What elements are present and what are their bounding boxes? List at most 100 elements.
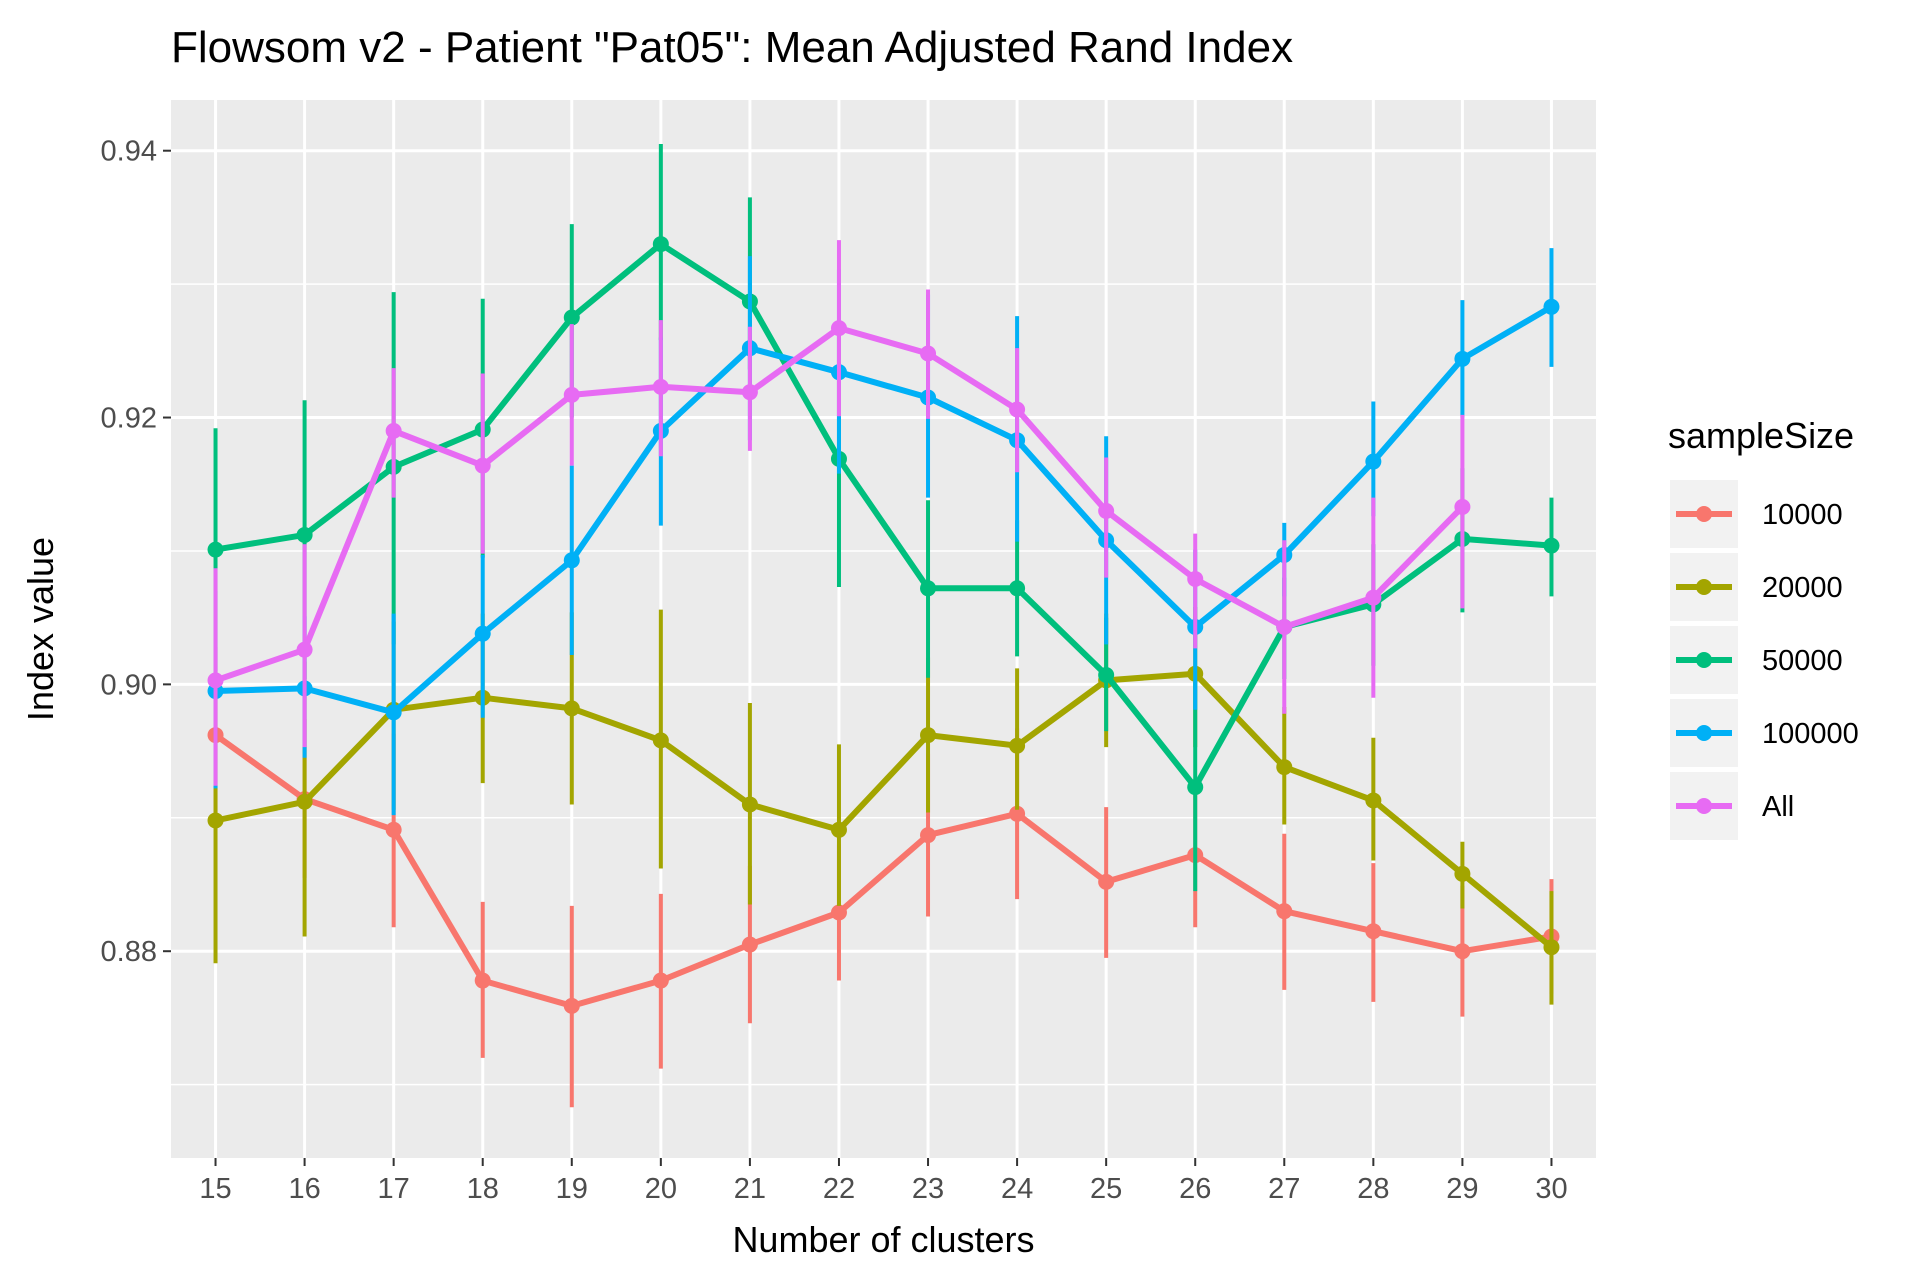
legend-label: All bbox=[1762, 791, 1794, 823]
data-point bbox=[1187, 570, 1204, 587]
series-line bbox=[213, 732, 1552, 1009]
data-point bbox=[1454, 943, 1471, 960]
legend-item-50000: 50000 bbox=[1670, 626, 1843, 694]
data-point bbox=[1365, 589, 1382, 606]
x-tick-label: 28 bbox=[1357, 1173, 1389, 1205]
data-point bbox=[920, 345, 937, 362]
y-tick-label: 0.94 bbox=[101, 136, 157, 168]
data-point bbox=[1009, 580, 1026, 597]
chart-title: Flowsom v2 - Patient "Pat05": Mean Adjus… bbox=[171, 23, 1293, 72]
data-point bbox=[563, 997, 580, 1014]
data-point bbox=[920, 727, 937, 744]
data-point bbox=[563, 386, 580, 403]
legend-label: 20000 bbox=[1762, 572, 1843, 604]
data-point bbox=[830, 320, 847, 337]
data-point bbox=[1098, 667, 1115, 684]
data-point bbox=[385, 704, 402, 721]
data-point bbox=[1365, 923, 1382, 940]
x-tick-label: 25 bbox=[1090, 1173, 1122, 1205]
x-tick-label: 19 bbox=[556, 1173, 588, 1205]
legend-key-point bbox=[1696, 579, 1712, 595]
data-point bbox=[296, 641, 313, 658]
data-point bbox=[474, 457, 491, 474]
data-point bbox=[563, 309, 580, 326]
data-point bbox=[1098, 502, 1115, 519]
plot-panel bbox=[171, 100, 1596, 1158]
x-tick-label: 20 bbox=[645, 1173, 677, 1205]
data-point bbox=[563, 552, 580, 569]
data-point bbox=[385, 821, 402, 838]
x-tick-label: 29 bbox=[1446, 1173, 1478, 1205]
data-point bbox=[1276, 759, 1293, 776]
data-point bbox=[1543, 298, 1560, 315]
data-point bbox=[830, 904, 847, 921]
data-point bbox=[652, 732, 669, 749]
x-tick-label: 21 bbox=[734, 1173, 766, 1205]
y-axis: 0.88 0.90 0.92 0.94 bbox=[101, 136, 171, 968]
data-point bbox=[1365, 453, 1382, 470]
data-point bbox=[1454, 498, 1471, 515]
x-tick-label: 26 bbox=[1179, 1173, 1211, 1205]
series-layer bbox=[207, 144, 1560, 1108]
data-point bbox=[207, 672, 224, 689]
data-point bbox=[741, 384, 758, 401]
y-tick-label: 0.88 bbox=[101, 936, 157, 968]
data-point bbox=[1098, 873, 1115, 890]
legend-key-point bbox=[1696, 725, 1712, 741]
legend-item-20000: 20000 bbox=[1670, 553, 1843, 621]
legend-key-point bbox=[1696, 506, 1712, 522]
data-point bbox=[1009, 401, 1026, 418]
y-tick-label: 0.92 bbox=[101, 403, 157, 435]
x-tick-label: 16 bbox=[288, 1173, 320, 1205]
y-axis-title: Index value bbox=[20, 537, 61, 721]
legend-label: 10000 bbox=[1762, 499, 1843, 531]
legend-item-10000: 10000 bbox=[1670, 480, 1843, 548]
data-point bbox=[296, 793, 313, 810]
data-point bbox=[1454, 350, 1471, 367]
x-tick-label: 22 bbox=[823, 1173, 855, 1205]
legend-key-point bbox=[1696, 798, 1712, 814]
legend-label: 100000 bbox=[1762, 718, 1859, 750]
legend-title: sampleSize bbox=[1668, 415, 1854, 456]
x-tick-label: 18 bbox=[467, 1173, 499, 1205]
data-point bbox=[1365, 792, 1382, 809]
data-point bbox=[652, 236, 669, 253]
data-point bbox=[1543, 939, 1560, 956]
data-point bbox=[920, 580, 937, 597]
x-tick-label: 23 bbox=[912, 1173, 944, 1205]
data-point bbox=[563, 700, 580, 717]
y-tick-label: 0.90 bbox=[101, 669, 157, 701]
series-All bbox=[207, 240, 1471, 786]
x-tick-label: 15 bbox=[199, 1173, 231, 1205]
x-tick-label: 27 bbox=[1268, 1173, 1300, 1205]
data-point bbox=[207, 812, 224, 829]
data-point bbox=[474, 972, 491, 989]
data-point bbox=[1009, 737, 1026, 754]
x-tick-label: 30 bbox=[1535, 1173, 1567, 1205]
data-point bbox=[1009, 805, 1026, 822]
data-point bbox=[385, 422, 402, 439]
legend-item-100000: 100000 bbox=[1670, 699, 1859, 767]
data-point bbox=[1187, 779, 1204, 796]
data-point bbox=[1454, 865, 1471, 882]
x-tick-label: 24 bbox=[1001, 1173, 1033, 1205]
data-point bbox=[1276, 618, 1293, 635]
data-point bbox=[652, 378, 669, 395]
x-tick-label: 17 bbox=[378, 1173, 410, 1205]
data-point bbox=[920, 827, 937, 844]
legend-key-point bbox=[1696, 652, 1712, 668]
x-axis-title: Number of clusters bbox=[732, 1219, 1034, 1260]
legend-item-All: All bbox=[1670, 772, 1794, 840]
data-point bbox=[1276, 903, 1293, 920]
legend: sampleSize 10000 20000 50000 100000 All bbox=[1668, 415, 1859, 840]
legend-label: 50000 bbox=[1762, 645, 1843, 677]
data-point bbox=[296, 526, 313, 543]
data-point bbox=[207, 541, 224, 558]
minor-grid bbox=[171, 283, 1596, 1086]
series-line bbox=[214, 670, 1554, 950]
x-axis: 15 16 17 18 19 20 21 22 23 24 25 26 27 28 29 30 bbox=[199, 1158, 1568, 1205]
data-point bbox=[652, 972, 669, 989]
data-point bbox=[1543, 537, 1560, 554]
data-point bbox=[741, 936, 758, 953]
